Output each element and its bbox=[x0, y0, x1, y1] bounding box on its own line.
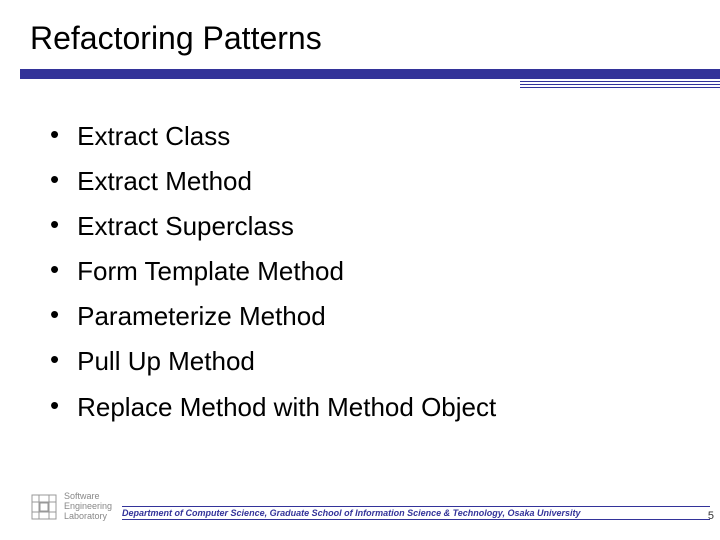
bullet-icon: • bbox=[50, 209, 59, 240]
bullet-icon: • bbox=[50, 119, 59, 150]
item-text: Extract Superclass bbox=[77, 209, 294, 244]
logo-icon bbox=[30, 493, 58, 521]
bullet-icon: • bbox=[50, 299, 59, 330]
logo-line3: Laboratory bbox=[64, 512, 112, 522]
bullet-icon: • bbox=[50, 344, 59, 375]
list-item: • Replace Method with Method Object bbox=[50, 390, 690, 425]
list-item: • Extract Superclass bbox=[50, 209, 690, 244]
list-item: • Extract Class bbox=[50, 119, 690, 154]
decorative-lines bbox=[520, 75, 720, 90]
footer-line: Department of Computer Science, Graduate… bbox=[122, 506, 710, 520]
page-number: 5 bbox=[708, 510, 714, 522]
item-text: Extract Method bbox=[77, 164, 252, 199]
list-item: • Extract Method bbox=[50, 164, 690, 199]
logo-text: Software Engineering Laboratory bbox=[64, 492, 112, 522]
item-text: Form Template Method bbox=[77, 254, 344, 289]
bullet-icon: • bbox=[50, 164, 59, 195]
item-text: Parameterize Method bbox=[77, 299, 326, 334]
list-item: • Parameterize Method bbox=[50, 299, 690, 334]
bullet-icon: • bbox=[50, 390, 59, 421]
item-text: Extract Class bbox=[77, 119, 230, 154]
slide-title: Refactoring Patterns bbox=[30, 20, 690, 57]
item-text: Pull Up Method bbox=[77, 344, 255, 379]
bullet-icon: • bbox=[50, 254, 59, 285]
item-text: Replace Method with Method Object bbox=[77, 390, 496, 425]
footer-text: Department of Computer Science, Graduate… bbox=[122, 506, 710, 520]
bullet-list: • Extract Class • Extract Method • Extra… bbox=[30, 119, 690, 425]
list-item: • Form Template Method bbox=[50, 254, 690, 289]
list-item: • Pull Up Method bbox=[50, 344, 690, 379]
logo: Software Engineering Laboratory bbox=[30, 492, 112, 522]
slide: Refactoring Patterns • Extract Class • E… bbox=[0, 0, 720, 540]
footer: Software Engineering Laboratory Departme… bbox=[30, 492, 710, 522]
